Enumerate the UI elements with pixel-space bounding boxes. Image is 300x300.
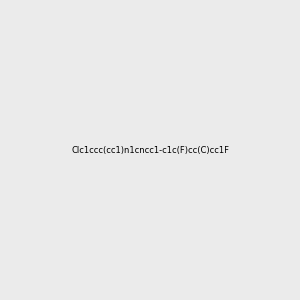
Text: Clc1ccc(cc1)n1cncc1-c1c(F)cc(C)cc1F: Clc1ccc(cc1)n1cncc1-c1c(F)cc(C)cc1F [71, 146, 229, 154]
